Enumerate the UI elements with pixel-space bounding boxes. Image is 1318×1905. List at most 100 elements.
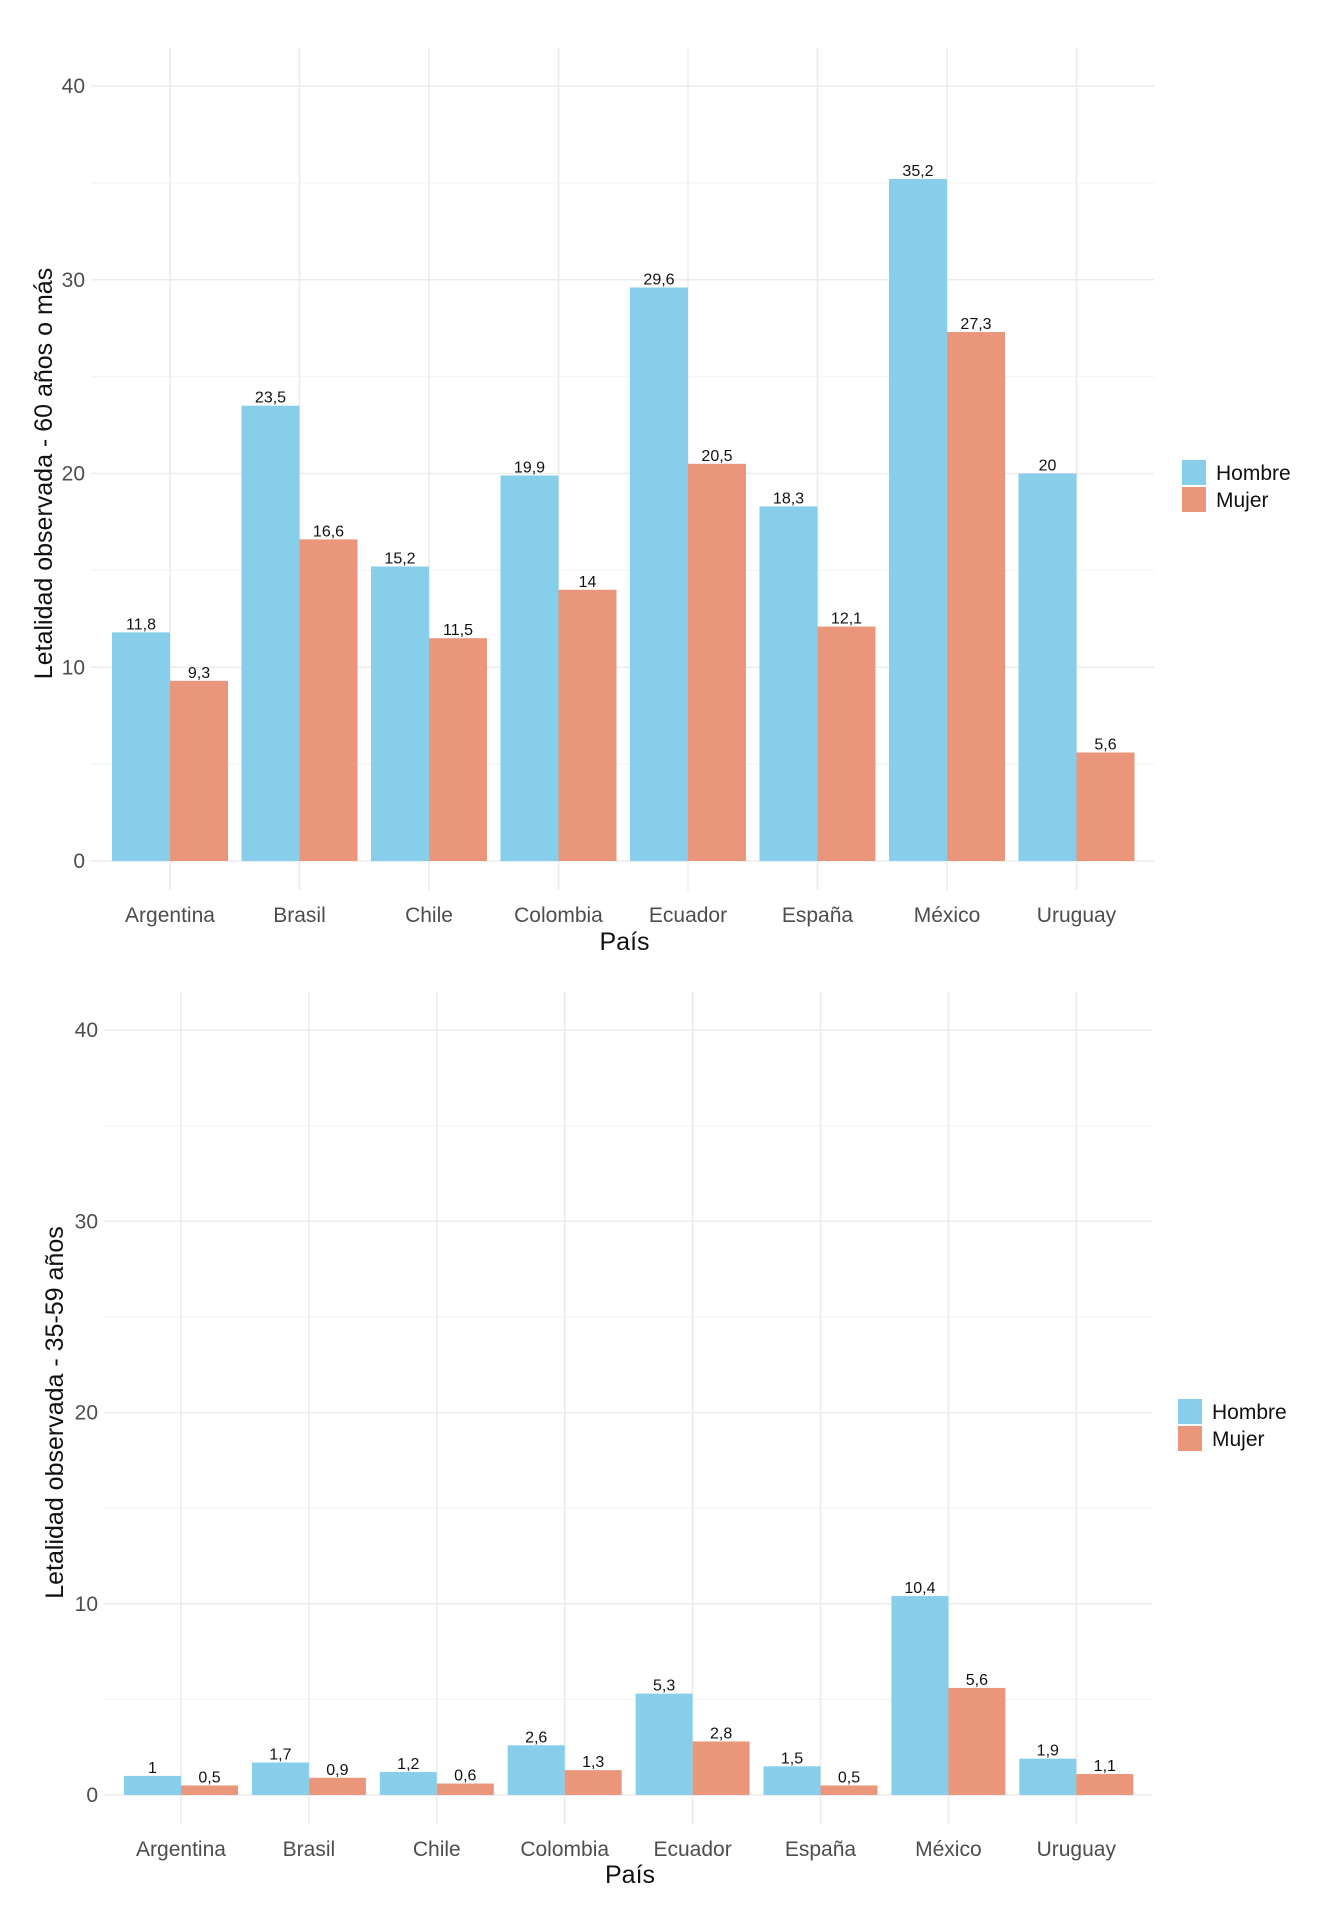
y-tick-label: 20 bbox=[75, 1402, 98, 1425]
y-tick-label: 30 bbox=[75, 1210, 98, 1233]
y-axis-title: Letalidad observada - 35-59 años bbox=[41, 1226, 69, 1599]
bar-hombre bbox=[371, 566, 429, 861]
bar-hombre bbox=[500, 475, 559, 861]
data-label: 5,3 bbox=[653, 1678, 675, 1695]
bar-mujer bbox=[1076, 752, 1135, 861]
x-tick-label: Brasil bbox=[283, 1838, 336, 1861]
legend-label-mujer: Mujer bbox=[1212, 1428, 1265, 1451]
bar-hombre bbox=[379, 1772, 437, 1795]
y-tick-label: 0 bbox=[86, 1784, 98, 1807]
chart-panel-35-59: 0 10 20 30 40 Argentina Brasil Chile Colombia Ecu… bbox=[41, 992, 1287, 1889]
bar-hombre bbox=[1018, 473, 1077, 861]
data-label: 16,6 bbox=[313, 523, 344, 540]
data-label: 11,8 bbox=[126, 616, 156, 633]
data-label: 1,2 bbox=[397, 1756, 419, 1773]
data-label: 1,7 bbox=[269, 1746, 291, 1763]
data-label: 15,2 bbox=[384, 551, 415, 568]
x-tick-label: Argentina bbox=[125, 904, 215, 927]
legend-swatch-hombre bbox=[1178, 1399, 1202, 1424]
bar-mujer bbox=[429, 638, 487, 861]
data-label: 14 bbox=[579, 574, 597, 591]
data-label: 1 bbox=[148, 1760, 157, 1777]
bar-mujer bbox=[820, 1785, 878, 1795]
bar-hombre bbox=[1019, 1758, 1077, 1795]
data-label: 29,6 bbox=[643, 272, 674, 289]
bar-mujer bbox=[558, 589, 617, 861]
x-axis-title: País bbox=[605, 1861, 655, 1889]
bar-mujer bbox=[692, 1741, 750, 1795]
data-label: 20,5 bbox=[701, 448, 732, 465]
bar-hombre bbox=[889, 179, 947, 861]
bar-hombre bbox=[112, 632, 170, 861]
data-label: 19,9 bbox=[514, 459, 545, 476]
bar-mujer bbox=[299, 539, 358, 861]
data-label: 20 bbox=[1039, 458, 1057, 475]
legend-swatch-mujer bbox=[1178, 1426, 1202, 1451]
bar-hombre bbox=[759, 506, 818, 861]
bar-hombre bbox=[251, 1762, 309, 1795]
y-tick-label: 40 bbox=[75, 1019, 98, 1042]
bar-mujer bbox=[308, 1777, 366, 1795]
data-label: 18,3 bbox=[773, 490, 804, 507]
legend-label-hombre: Hombre bbox=[1216, 462, 1291, 485]
legend-label-mujer: Mujer bbox=[1216, 489, 1269, 512]
x-tick-label: México bbox=[915, 1838, 982, 1861]
bar-mujer bbox=[688, 463, 746, 861]
data-label: 27,3 bbox=[960, 316, 991, 333]
bar-hombre bbox=[635, 1693, 693, 1795]
data-label: 11,5 bbox=[443, 622, 473, 639]
x-tick-label: Uruguay bbox=[1037, 904, 1117, 927]
bar-hombre bbox=[507, 1745, 565, 1795]
x-tick-label: España bbox=[785, 1838, 857, 1861]
data-label: 9,3 bbox=[188, 665, 210, 682]
x-tick-label: Colombia bbox=[520, 1838, 609, 1861]
bar-mujer bbox=[948, 1687, 1006, 1795]
data-label: 1,9 bbox=[1037, 1743, 1059, 1760]
bar-mujer bbox=[1076, 1773, 1134, 1795]
data-label: 23,5 bbox=[255, 390, 286, 407]
bar-mujer bbox=[817, 626, 876, 861]
chart-panel-60-plus: 0 10 20 30 40 Argentina Brasil Chile Colombia Ecu… bbox=[30, 48, 1291, 956]
y-tick-label: 0 bbox=[73, 850, 85, 873]
legend-label-hombre: Hombre bbox=[1212, 1401, 1287, 1424]
data-label: 5,6 bbox=[1094, 737, 1116, 754]
data-label: 0,6 bbox=[454, 1768, 476, 1785]
data-label: 10,4 bbox=[904, 1580, 935, 1597]
bar-mujer bbox=[947, 332, 1005, 861]
data-label: 2,8 bbox=[710, 1725, 732, 1742]
bar-mujer bbox=[436, 1783, 494, 1795]
bar-hombre bbox=[241, 405, 300, 861]
bar-mujer bbox=[170, 680, 228, 861]
bar-hombre bbox=[763, 1766, 821, 1795]
legend-swatch-mujer bbox=[1182, 487, 1206, 512]
x-tick-label: Argentina bbox=[136, 1838, 226, 1861]
x-tick-label: México bbox=[914, 904, 981, 927]
x-axis-title: País bbox=[599, 928, 649, 956]
bar-hombre bbox=[630, 287, 688, 861]
data-label: 0,9 bbox=[326, 1762, 348, 1779]
x-tick-label: Uruguay bbox=[1037, 1838, 1117, 1861]
x-tick-label: Ecuador bbox=[653, 1838, 731, 1861]
x-tick-label: España bbox=[782, 904, 854, 927]
x-tick-label: Colombia bbox=[514, 904, 603, 927]
y-tick-label: 40 bbox=[62, 75, 85, 98]
data-label: 2,6 bbox=[525, 1729, 547, 1746]
x-tick-label: Chile bbox=[413, 1838, 461, 1861]
data-label: 12,1 bbox=[831, 611, 862, 628]
bar-mujer bbox=[564, 1770, 622, 1795]
legend-swatch-hombre bbox=[1182, 460, 1206, 485]
y-axis-title: Letalidad observada - 60 años o más bbox=[30, 268, 58, 679]
bar-mujer bbox=[181, 1785, 238, 1795]
y-tick-label: 20 bbox=[62, 463, 85, 486]
data-label: 5,6 bbox=[966, 1672, 988, 1689]
data-label: 0,5 bbox=[198, 1769, 220, 1786]
x-tick-label: Chile bbox=[405, 904, 453, 927]
data-label: 35,2 bbox=[902, 163, 933, 180]
y-tick-label: 30 bbox=[62, 269, 85, 292]
bar-hombre bbox=[891, 1596, 949, 1795]
x-tick-label: Brasil bbox=[273, 904, 326, 927]
y-tick-label: 10 bbox=[62, 656, 85, 679]
data-label: 1,1 bbox=[1094, 1758, 1116, 1775]
y-tick-label: 10 bbox=[75, 1593, 98, 1616]
